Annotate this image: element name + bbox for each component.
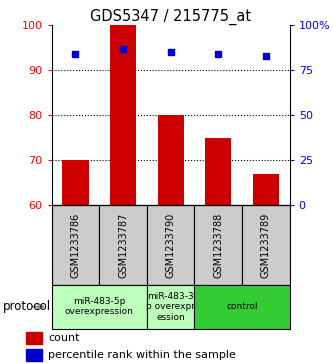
Text: miR-483-3
p overexpr
ession: miR-483-3 p overexpr ession — [146, 292, 195, 322]
Point — [216, 51, 221, 57]
Point — [263, 53, 268, 59]
Point — [73, 51, 78, 57]
Bar — [194, 205, 242, 285]
Point — [121, 46, 126, 52]
Bar — [147, 205, 194, 285]
Bar — [99, 205, 147, 285]
Bar — [253, 174, 279, 205]
Bar — [158, 115, 184, 205]
Bar — [26, 332, 42, 344]
Bar — [110, 25, 136, 205]
Bar — [52, 285, 147, 329]
Bar — [147, 285, 194, 329]
Bar — [26, 349, 42, 361]
Text: GSM1233790: GSM1233790 — [166, 212, 176, 278]
Text: GSM1233787: GSM1233787 — [118, 212, 128, 278]
Text: protocol: protocol — [3, 300, 52, 313]
Text: control: control — [226, 302, 258, 311]
Bar — [62, 160, 89, 205]
Bar — [242, 205, 290, 285]
Text: percentile rank within the sample: percentile rank within the sample — [48, 350, 236, 360]
Bar — [205, 138, 231, 205]
Text: miR-483-5p
overexpression: miR-483-5p overexpression — [65, 297, 134, 317]
Text: count: count — [48, 333, 80, 343]
Text: GSM1233788: GSM1233788 — [213, 212, 223, 278]
Point — [168, 49, 173, 55]
Text: GSM1233789: GSM1233789 — [261, 212, 271, 278]
Title: GDS5347 / 215775_at: GDS5347 / 215775_at — [90, 9, 251, 25]
Bar — [194, 285, 290, 329]
Bar — [52, 205, 99, 285]
Text: GSM1233786: GSM1233786 — [70, 212, 81, 278]
